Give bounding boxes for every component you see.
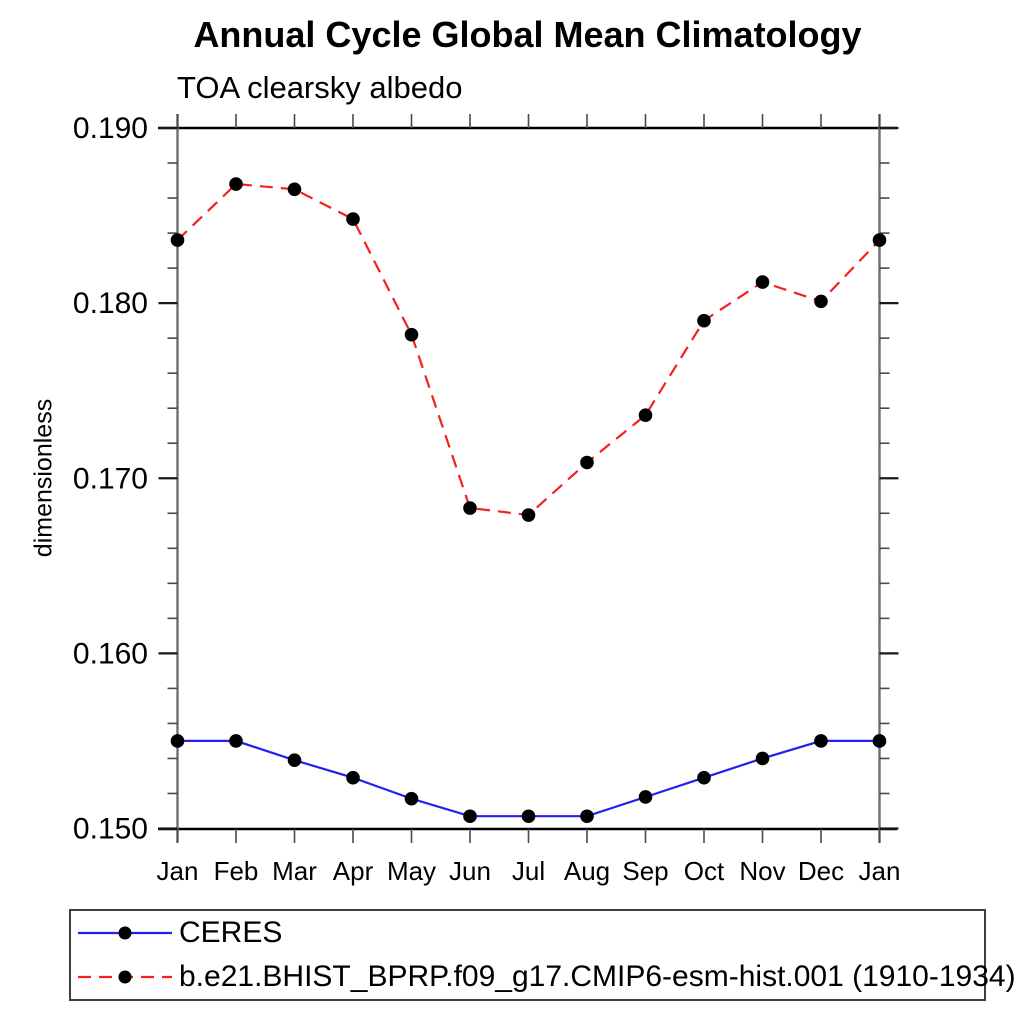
data-point-marker — [814, 734, 828, 748]
data-point-marker — [638, 408, 653, 423]
legend-line-sample-solid — [78, 926, 172, 940]
data-point-marker — [814, 294, 828, 309]
chart-subtitle: TOA clearsky albedo — [177, 70, 463, 105]
data-point-marker — [697, 313, 711, 328]
data-point-marker — [638, 790, 653, 804]
data-point-marker — [346, 212, 360, 226]
x-tick-label: Jan — [157, 856, 199, 886]
legend-item-model-run: b.e21.BHIST_BPRP.f09_g17.CMIP6-esm-hist.… — [71, 955, 1016, 999]
data-point-marker — [755, 275, 770, 289]
data-point-marker — [404, 791, 419, 806]
data-point-marker — [229, 734, 243, 748]
data-point-marker — [521, 508, 536, 522]
data-point-marker — [521, 809, 536, 824]
y-tick-label: 0.190 — [73, 112, 148, 145]
legend-box: CERES b.e21.BHIST_BPRP.f09_g17.CMIP6-esm… — [69, 909, 1016, 1001]
data-point-marker — [697, 770, 711, 785]
x-tick-label: Nov — [739, 856, 785, 886]
data-point-marker — [287, 182, 302, 197]
data-point-marker — [404, 327, 419, 342]
data-point-marker — [287, 753, 302, 768]
series-line-0 — [177, 739, 880, 818]
legend-label-model-run: b.e21.BHIST_BPRP.f09_g17.CMIP6-esm-hist.… — [179, 960, 1016, 993]
y-tick-label: 0.170 — [73, 462, 148, 495]
x-tick-label: Jan — [859, 856, 901, 886]
x-tick-label: Mar — [272, 856, 317, 886]
data-point-marker — [872, 734, 887, 748]
data-point-marker — [170, 233, 185, 247]
legend-marker-dot-icon — [118, 970, 132, 984]
x-tick-label: Aug — [564, 856, 610, 886]
data-point-marker — [463, 501, 477, 515]
legend-item-ceres: CERES — [71, 911, 984, 955]
legend-line-sample-dashed — [78, 970, 172, 984]
y-tick-label: 0.150 — [73, 813, 148, 846]
legend-marker-dot-icon — [118, 926, 132, 940]
data-point-marker — [463, 809, 477, 824]
x-tick-label: Jun — [449, 856, 491, 886]
x-tick-label: Apr — [333, 856, 374, 886]
x-tick-label: Sep — [622, 856, 668, 886]
x-tick-label: May — [387, 856, 436, 886]
chart-title: Annual Cycle Global Mean Climatology — [193, 14, 862, 55]
x-tick-label: Jul — [512, 856, 545, 886]
data-point-marker — [229, 177, 243, 191]
x-tick-label: Dec — [798, 856, 844, 886]
data-point-marker — [580, 455, 594, 470]
series-line-1 — [176, 182, 881, 517]
x-tick-label: Feb — [214, 856, 259, 886]
data-point-marker — [755, 751, 770, 766]
data-point-marker — [170, 734, 185, 748]
x-tick-label: Oct — [684, 856, 725, 886]
legend-label-ceres: CERES — [179, 916, 283, 949]
y-tick-label: 0.160 — [73, 637, 148, 670]
data-point-marker — [346, 770, 360, 785]
data-point-marker — [872, 233, 887, 247]
y-tick-label: 0.180 — [73, 287, 148, 320]
data-point-marker — [580, 809, 594, 824]
